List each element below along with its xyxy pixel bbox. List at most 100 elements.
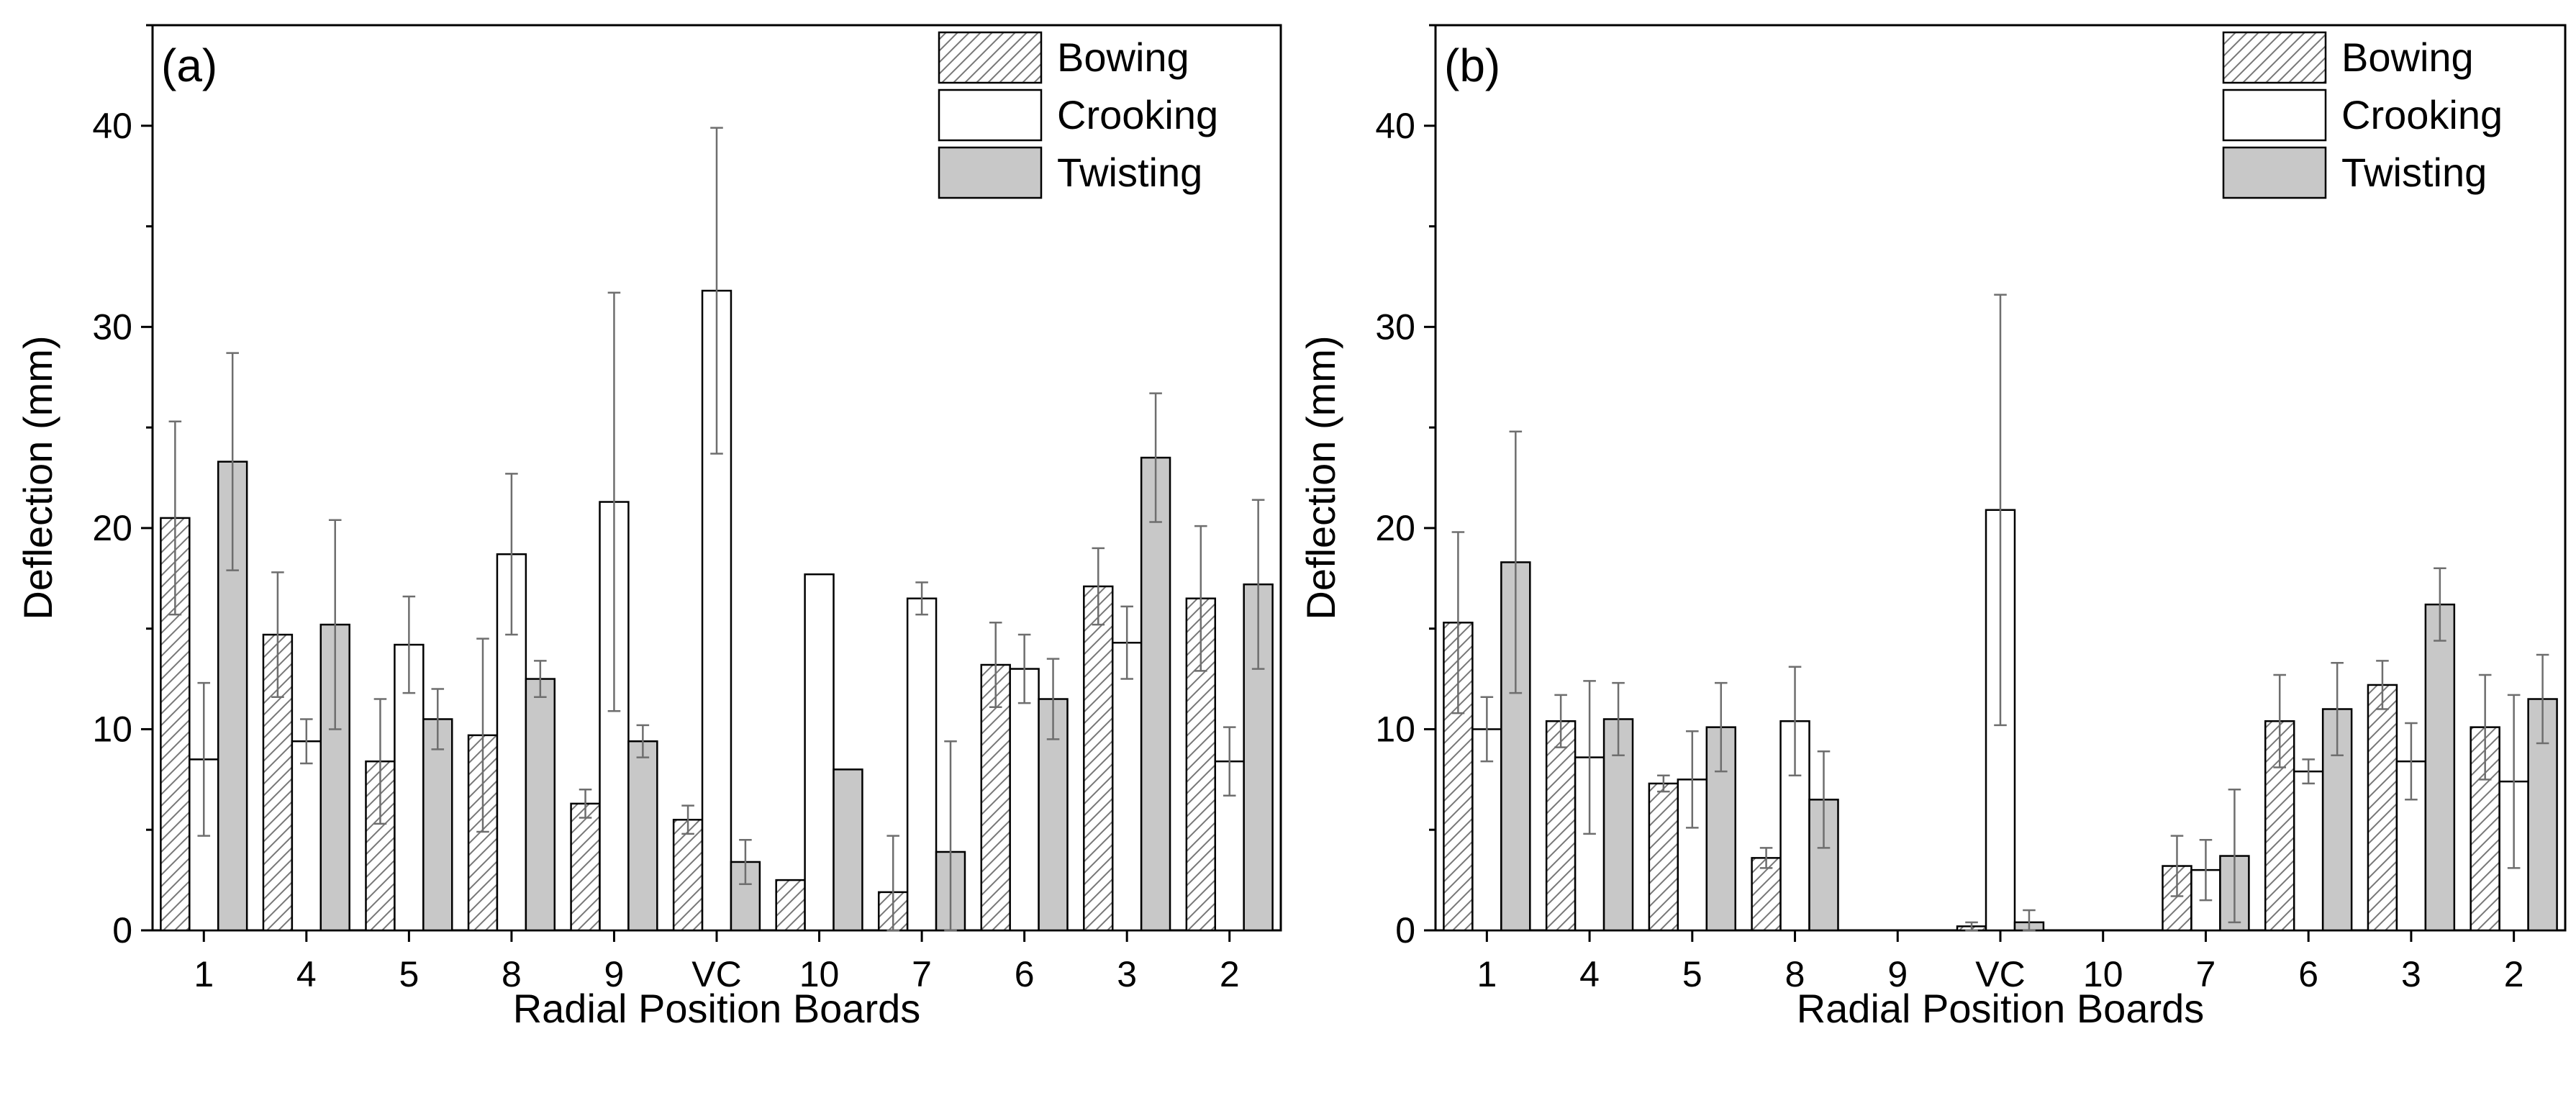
error-bar-crooking-3 <box>2405 722 2418 801</box>
y-tick-label: 10 <box>92 709 132 749</box>
error-bar-twisting-5 <box>1714 681 1728 773</box>
error-bar-bowing-8 <box>476 638 489 833</box>
bar-twisting-8 <box>525 678 556 932</box>
error-bar-bowing-7 <box>886 835 899 932</box>
error-bar-crooking-5 <box>1686 730 1699 829</box>
error-bar-twisting-8 <box>1817 750 1831 849</box>
error-bar-bowing-vc <box>681 804 694 835</box>
bar-crooking-10 <box>804 573 835 932</box>
error-bar-crooking-4 <box>1583 680 1596 835</box>
bars-group <box>160 127 1274 932</box>
error-bar-bowing-3 <box>1092 547 1105 626</box>
x-tick-label: 9 <box>604 954 625 994</box>
error-bar-bowing-vc <box>1965 921 1978 932</box>
bar-twisting-9 <box>627 740 658 932</box>
x-tick-label: 3 <box>1117 954 1137 994</box>
y-tick-label: 40 <box>1375 106 1415 146</box>
legend-swatch-twisting <box>938 146 1043 199</box>
error-bar-bowing-5 <box>373 698 387 825</box>
y-tick-label: 40 <box>92 106 132 146</box>
error-bar-bowing-6 <box>2273 673 2287 768</box>
bar-twisting-5 <box>422 718 453 932</box>
legend-swatch-crooking <box>2222 89 2327 142</box>
y-tick-label: 20 <box>1375 508 1415 548</box>
error-bar-crooking-7 <box>915 581 928 616</box>
bar-bowing-3 <box>1083 585 1114 932</box>
error-bar-twisting-4 <box>328 519 342 730</box>
x-axis-title: Radial Position Boards <box>1797 986 2205 1031</box>
x-tick-label: 1 <box>1477 954 1497 994</box>
x-tick-label: 8 <box>502 954 522 994</box>
error-bar-twisting-6 <box>1046 658 1060 740</box>
bar-crooking-vc <box>701 289 733 932</box>
x-tick-label: 4 <box>1579 954 1600 994</box>
error-bar-crooking-1 <box>197 681 211 837</box>
x-tick-label: 2 <box>1220 954 1240 994</box>
error-bar-crooking-2 <box>1223 726 1236 797</box>
error-bar-crooking-vc <box>710 127 723 455</box>
legend-entry-crooking: Crooking <box>2222 89 2503 142</box>
bar-twisting-3 <box>1140 456 1171 932</box>
error-bar-crooking-1 <box>1480 696 1494 763</box>
x-axis: 1 4 5 8 9 VC 10 7 6 3 2 <box>1477 930 2524 994</box>
y-tick-label: 10 <box>1375 709 1415 749</box>
legend: Bowing Crooking Twisting <box>2222 31 2503 199</box>
error-bar-crooking-2 <box>2507 694 2521 869</box>
error-bar-bowing-5 <box>1657 774 1670 793</box>
y-axis: 0 10 20 30 40 <box>1375 24 1436 950</box>
error-bar-crooking-4 <box>300 718 313 765</box>
error-bar-twisting-3 <box>2434 567 2446 642</box>
x-axis: 1 4 5 8 9 VC 10 7 6 3 2 <box>194 930 1240 994</box>
error-bar-bowing-9 <box>579 789 592 819</box>
bar-crooking-6 <box>1009 668 1040 932</box>
bar-bowing-4 <box>1545 720 1577 932</box>
x-tick-label: 5 <box>1682 954 1702 994</box>
error-bar-bowing-1 <box>1451 531 1465 714</box>
legend-label-bowing: Bowing <box>2341 35 2474 80</box>
panel-b: 0 10 20 30 40 1 4 5 8 9 VC 10 7 6 3 2 (b) Radial Posit… <box>1298 24 2567 1031</box>
error-bar-twisting-vc <box>2023 909 2036 932</box>
legend-swatch-crooking <box>938 89 1043 142</box>
panel-label: (a) <box>161 40 217 91</box>
error-bar-twisting-1 <box>226 352 239 571</box>
bar-bowing-9 <box>570 802 601 932</box>
error-bar-twisting-6 <box>2331 661 2344 757</box>
x-tick-label: 6 <box>1015 954 1035 994</box>
x-tick-label: 1 <box>194 954 214 994</box>
error-bar-twisting-4 <box>1612 681 1625 757</box>
error-bar-crooking-3 <box>1120 605 1133 680</box>
error-bar-bowing-3 <box>2376 660 2389 710</box>
bar-twisting-10 <box>833 768 863 932</box>
x-tick-label: 3 <box>2401 954 2421 994</box>
error-bar-bowing-4 <box>271 571 284 698</box>
error-bar-bowing-4 <box>1554 694 1567 748</box>
x-tick-label: VC <box>691 954 741 994</box>
legend-entry-crooking: Crooking <box>938 89 1218 142</box>
legend-entry-bowing: Bowing <box>938 31 1189 84</box>
panel-a: 0 10 20 30 40 1 4 5 8 9 VC 10 7 6 3 2 (a) Radial Posit… <box>15 24 1282 1031</box>
x-tick-label: 10 <box>2083 954 2123 994</box>
error-bar-bowing-6 <box>989 622 1002 708</box>
error-bar-twisting-5 <box>431 688 445 750</box>
error-bar-crooking-vc <box>1994 294 2007 727</box>
error-bar-crooking-8 <box>505 473 518 636</box>
x-tick-label: 7 <box>912 954 932 994</box>
error-bar-bowing-8 <box>1759 847 1773 869</box>
error-bar-crooking-5 <box>402 595 416 694</box>
y-axis-title: Deflection (mm) <box>1298 335 1343 620</box>
bar-bowing-6 <box>980 663 1011 932</box>
legend-swatch-bowing <box>938 31 1043 84</box>
panel-label: (b) <box>1444 40 1500 91</box>
x-tick-label: 5 <box>399 954 419 994</box>
bar-twisting-1 <box>217 460 248 932</box>
error-bar-twisting-2 <box>2536 653 2549 745</box>
legend-label-twisting: Twisting <box>2341 150 2487 195</box>
error-bar-twisting-8 <box>534 660 547 698</box>
error-bar-twisting-7 <box>2228 789 2241 924</box>
error-bar-twisting-9 <box>636 724 650 758</box>
error-bar-crooking-8 <box>1788 666 1802 776</box>
legend-label-twisting: Twisting <box>1057 150 1202 195</box>
bar-crooking-3 <box>1111 641 1143 932</box>
x-tick-label: 10 <box>799 954 840 994</box>
error-bar-twisting-vc <box>739 838 752 885</box>
